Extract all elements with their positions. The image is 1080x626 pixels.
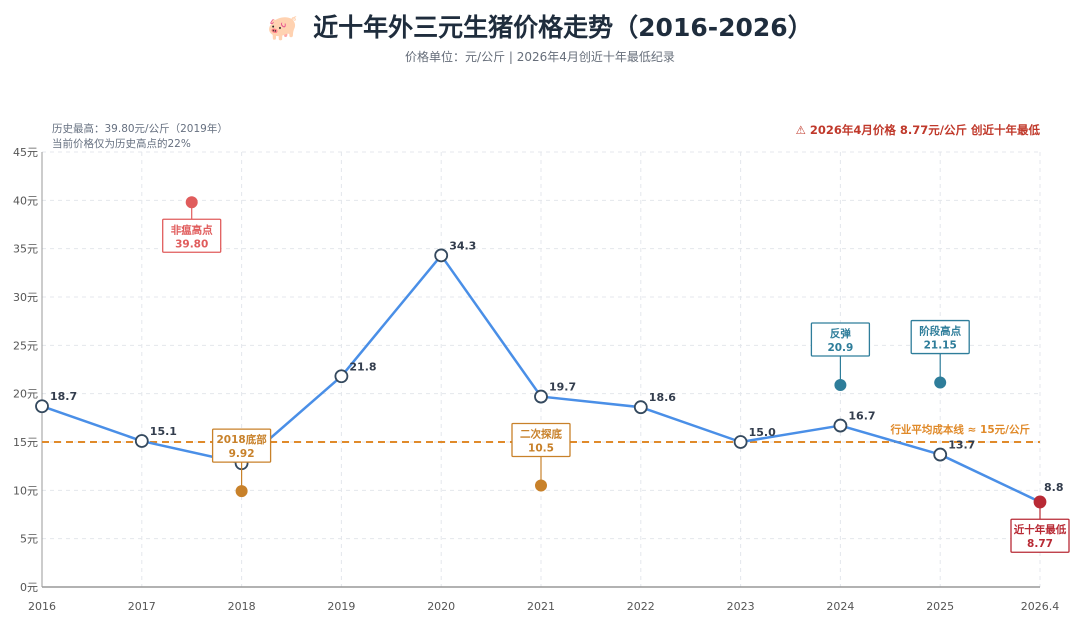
data-label: 15.1	[150, 425, 177, 438]
annotation-marker	[934, 376, 947, 389]
annotation-box	[211, 428, 272, 463]
data-point	[134, 434, 149, 448]
y-tick-label: 10元	[13, 484, 38, 497]
annotation: 阶段高点 21.15	[910, 319, 970, 389]
y-tick-label: 20元	[13, 388, 38, 401]
x-tick-label: 2017	[128, 600, 156, 613]
y-tick-label: 35元	[13, 243, 38, 256]
x-tick-label: 2016	[28, 600, 56, 613]
data-label: 18.6	[649, 391, 676, 404]
alert-lowest: ⚠ 2026年4月价格 8.77元/公斤 创近十年最低	[796, 123, 1041, 137]
annotation-marker	[535, 479, 547, 492]
data-point	[833, 418, 848, 433]
annotation: 非瘟高点 39.80	[162, 196, 222, 253]
annotation: 二次探底 10.5	[511, 422, 571, 492]
y-tick-label: 5元	[20, 533, 38, 546]
data-label: 18.7	[50, 390, 77, 403]
axes: 0元 5元 10元 15元 20元 25元 30元 35元 40元 45元 2016 2017 2018…	[13, 146, 1059, 613]
x-tick-label: 2026.4	[1021, 600, 1060, 613]
chart-title-text: 近十年外三元生猪价格走势（2016-2026）	[313, 13, 813, 42]
annotation-box	[910, 319, 970, 355]
x-tick-label: 2025	[926, 600, 954, 613]
annotation-label: 非瘟高点	[171, 223, 213, 236]
data-label: 34.3	[449, 239, 476, 252]
y-tick-label: 0元	[20, 581, 38, 594]
annotation-marker	[235, 485, 248, 498]
annotation-label: 二次探底	[520, 428, 562, 441]
annotation-value: 21.15	[924, 340, 957, 352]
annotation-label: 阶段高点	[919, 325, 961, 338]
chart-title: 🐖 近十年外三元生猪价格走势（2016-2026）	[267, 13, 812, 42]
annotation-box	[511, 422, 571, 458]
annotation-label: 反弹	[830, 327, 851, 340]
data-label: 21.8	[349, 360, 376, 373]
cost-reference-label: 行业平均成本线 ≈ 15元/公斤	[889, 423, 1030, 436]
y-tick-label: 15元	[13, 436, 38, 449]
x-tick-label: 2022	[627, 600, 655, 613]
data-point	[35, 399, 49, 414]
data-label: 15.0	[749, 426, 776, 439]
annotation-marker	[1034, 496, 1046, 509]
data-label: 16.7	[848, 410, 875, 423]
note-current-ratio: 当前价格仅为历史高点的22%	[52, 137, 191, 150]
data-point	[733, 435, 748, 449]
annotation: 近十年最低 8.77	[1010, 496, 1070, 553]
annotation-box	[162, 218, 222, 253]
annotation-label: 2018底部	[216, 433, 267, 446]
annotation-value: 20.9	[827, 342, 853, 354]
annotation-value: 39.80	[175, 238, 208, 250]
note-historic-high: 历史最高：39.80元/公斤（2019年）	[52, 122, 228, 135]
annotation-marker	[834, 378, 847, 391]
series-group: 18.7 15.1 21.8 34.3 19.7 18.6 15.0 16.7 13.7 8.8	[35, 239, 1064, 509]
x-tick-label: 2020	[427, 600, 455, 613]
x-tick-label: 2018	[228, 600, 256, 613]
data-label: 8.8	[1044, 481, 1064, 494]
annotation-value: 9.92	[229, 448, 255, 460]
data-point	[434, 248, 449, 263]
chart-subtitle: 价格单位：元/公斤 | 2026年4月创近十年最低纪录	[405, 49, 675, 64]
y-tick-label: 25元	[13, 339, 38, 352]
y-tick-label: 40元	[13, 194, 38, 207]
data-point	[633, 400, 648, 415]
data-label: 19.7	[549, 381, 576, 394]
data-point	[534, 389, 548, 404]
annotation-label: 近十年最低	[1014, 523, 1067, 536]
x-tick-label: 2023	[727, 600, 755, 613]
x-tick-label: 2021	[527, 600, 555, 613]
x-tick-label: 2019	[327, 600, 355, 613]
annotations-group: 非瘟高点 39.80 2018底部 9.92 二次探底 10.5 反弹 20.9 阶段高点 21.…	[162, 196, 1070, 553]
annotation-value: 8.77	[1027, 538, 1053, 550]
y-tick-label: 45元	[13, 146, 38, 159]
x-tick-label: 2024	[826, 600, 854, 613]
data-point	[933, 447, 948, 462]
annotation-value: 10.5	[528, 443, 554, 455]
annotation-box	[810, 322, 871, 357]
annotation: 2018底部 9.92	[211, 428, 272, 498]
annotation: 反弹 20.9	[810, 322, 871, 391]
y-tick-label: 30元	[13, 291, 38, 304]
annotation-marker	[185, 196, 198, 209]
pig-icon: 🐖	[267, 13, 298, 42]
data-point	[334, 369, 349, 384]
annotation-box	[1010, 518, 1070, 553]
data-label: 13.7	[948, 439, 975, 452]
